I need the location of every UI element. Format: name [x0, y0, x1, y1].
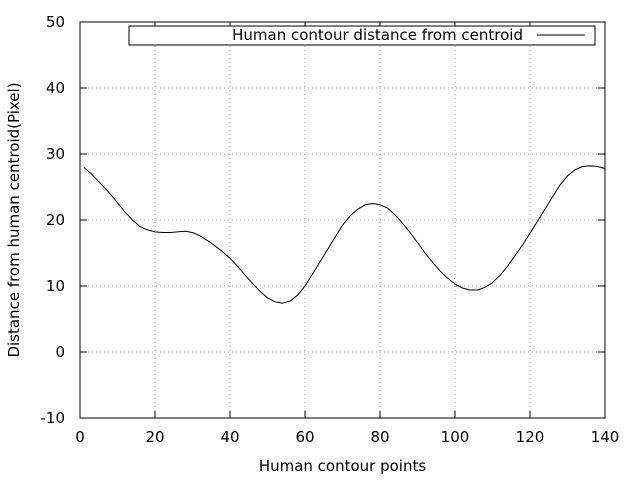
x-tick-label: 20 [145, 428, 164, 446]
y-tick-label: 10 [46, 277, 65, 295]
y-tick-label: 40 [46, 79, 65, 97]
x-axis-tick-labels: 0 20 40 60 80 100 120 140 [75, 428, 619, 446]
y-axis-title: Distance from human centroid(Pixel) [5, 82, 23, 357]
y-tick-label: -10 [41, 409, 66, 427]
legend-label: Human contour distance from centroid [232, 26, 523, 44]
x-tick-label: 60 [295, 428, 314, 446]
y-axis-tick-labels: -10 0 10 20 30 40 50 [41, 13, 66, 427]
series-lines [83, 165, 606, 304]
legend-box [128, 25, 596, 46]
y-tick-label: 0 [55, 343, 65, 361]
axis-ticks [79, 21, 606, 419]
legend: Human contour distance from centroid [128, 25, 596, 46]
plot-area-frame [79, 21, 606, 419]
y-tick-label: 20 [46, 211, 65, 229]
x-tick-label: 40 [220, 428, 239, 446]
series-line [83, 165, 606, 304]
x-tick-label: 100 [441, 428, 470, 446]
y-tick-label: 30 [46, 145, 65, 163]
x-tick-label: 0 [75, 428, 85, 446]
grid [80, 22, 605, 418]
x-tick-label: 140 [591, 428, 620, 446]
x-tick-label: 80 [370, 428, 389, 446]
x-tick-label: 120 [516, 428, 545, 446]
x-axis-title: Human contour points [259, 457, 427, 475]
y-tick-label: 50 [46, 13, 65, 31]
